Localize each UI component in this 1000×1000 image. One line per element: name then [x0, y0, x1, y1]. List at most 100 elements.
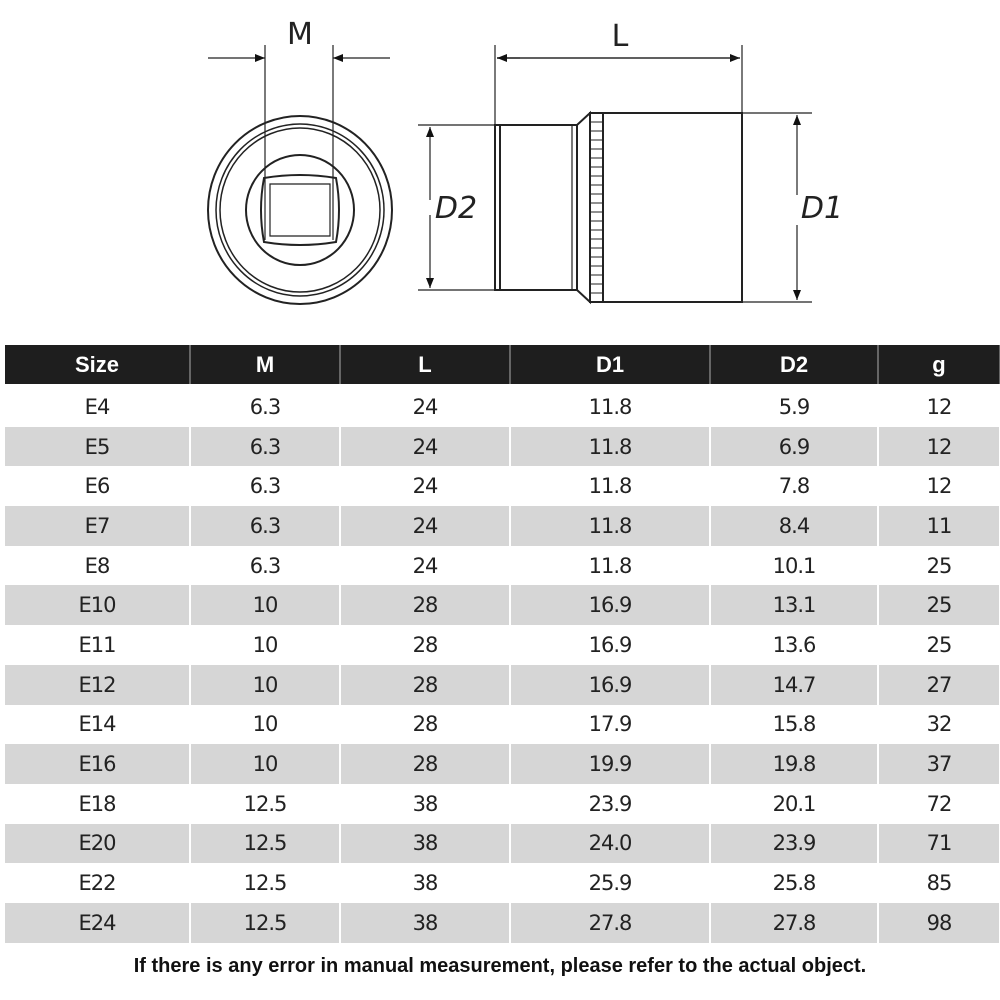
table-cell-d1: 16.9 — [510, 585, 711, 626]
table-cell-g: 25 — [878, 545, 1000, 586]
table-cell-d2: 8.4 — [710, 506, 879, 546]
column-header-d1: D1 — [510, 345, 711, 387]
table-cell-d1: 24.0 — [510, 823, 711, 864]
table-cell-g: 25 — [878, 625, 1000, 665]
table-row: E12 10 28 16.9 14.7 27 — [5, 664, 1000, 705]
size-specification-table: Size M L D1 D2 g E4 6.3 24 11.8 5.9 12 E5 6.3 24 11.8 6… — [5, 345, 1000, 943]
table-row: E18 12.5 38 23.9 20.1 72 — [5, 783, 1000, 824]
table-cell-d1: 11.8 — [510, 426, 711, 467]
table-cell-g: 27 — [878, 664, 1000, 705]
table-cell-g: 72 — [878, 783, 1000, 824]
table-cell-d2: 15.8 — [710, 704, 879, 745]
table-cell-g: 98 — [878, 902, 1000, 943]
socket-end-view — [207, 45, 393, 305]
table-cell-d2: 7.8 — [710, 466, 879, 507]
table-cell-g: 11 — [878, 506, 1000, 546]
table-cell-g: 12 — [878, 466, 1000, 507]
table-cell-d2: 5.9 — [710, 385, 879, 427]
table-cell-d2: 25.8 — [710, 863, 879, 903]
table-cell-d1: 27.8 — [510, 902, 711, 943]
table-cell-d2: 13.6 — [710, 625, 879, 665]
table-row: E16 10 28 19.9 19.8 37 — [5, 744, 1000, 784]
column-header-m: M — [190, 345, 341, 387]
dimension-label-d2: D2 — [435, 191, 477, 226]
table-cell-d2: 13.1 — [710, 585, 879, 626]
table-cell-d1: 11.8 — [510, 385, 711, 427]
table-row: E4 6.3 24 11.8 5.9 12 — [5, 385, 1000, 427]
table-cell-size: E5 — [5, 426, 191, 467]
table-cell-size: E12 — [5, 664, 191, 705]
column-header-size: Size — [5, 345, 191, 387]
table-cell-l: 28 — [340, 744, 511, 784]
table-cell-l: 28 — [340, 664, 511, 705]
table-cell-l: 24 — [340, 426, 511, 467]
table-cell-d2: 6.9 — [710, 426, 879, 467]
table-cell-g: 37 — [878, 744, 1000, 784]
table-row: E11 10 28 16.9 13.6 25 — [5, 625, 1000, 665]
table-cell-g: 12 — [878, 385, 1000, 427]
table-row: E20 12.5 38 24.0 23.9 71 — [5, 823, 1000, 864]
table-header-row: Size M L D1 D2 g — [5, 345, 1000, 387]
table-cell-size: E7 — [5, 506, 191, 546]
table-cell-m: 6.3 — [190, 545, 341, 586]
table-cell-size: E20 — [5, 823, 191, 864]
table-cell-m: 6.3 — [190, 506, 341, 546]
table-cell-l: 24 — [340, 466, 511, 507]
table-cell-d2: 19.8 — [710, 744, 879, 784]
table-cell-m: 10 — [190, 704, 341, 745]
table-cell-size: E10 — [5, 585, 191, 626]
dimension-label-d1: D1 — [801, 191, 843, 226]
socket-side-view — [418, 45, 812, 305]
table-cell-l: 24 — [340, 506, 511, 546]
table-cell-d1: 11.8 — [510, 466, 711, 507]
table-cell-m: 10 — [190, 744, 341, 784]
table-cell-d1: 19.9 — [510, 744, 711, 784]
table-cell-l: 28 — [340, 625, 511, 665]
table-cell-l: 38 — [340, 863, 511, 903]
table-cell-m: 12.5 — [190, 783, 341, 824]
table-row: E7 6.3 24 11.8 8.4 11 — [5, 506, 1000, 546]
table-cell-m: 12.5 — [190, 823, 341, 864]
table-cell-l: 38 — [340, 902, 511, 943]
table-row: E5 6.3 24 11.8 6.9 12 — [5, 426, 1000, 467]
table-cell-l: 38 — [340, 823, 511, 864]
table-cell-g: 12 — [878, 426, 1000, 467]
table-cell-m: 6.3 — [190, 466, 341, 507]
table-cell-d1: 11.8 — [510, 545, 711, 586]
table-cell-m: 10 — [190, 585, 341, 626]
table-cell-l: 28 — [340, 704, 511, 745]
table-cell-g: 32 — [878, 704, 1000, 745]
table-cell-d1: 17.9 — [510, 704, 711, 745]
table-cell-l: 38 — [340, 783, 511, 824]
table-cell-g: 71 — [878, 823, 1000, 864]
table-cell-size: E8 — [5, 545, 191, 586]
table-cell-l: 28 — [340, 585, 511, 626]
table-cell-d1: 11.8 — [510, 506, 711, 546]
column-header-d2: D2 — [710, 345, 879, 387]
table-cell-l: 24 — [340, 545, 511, 586]
column-header-g: g — [878, 345, 1000, 387]
measurement-disclaimer: If there is any error in manual measurem… — [133, 955, 867, 977]
table-cell-m: 10 — [190, 625, 341, 665]
table-cell-size: E11 — [5, 625, 191, 665]
table-cell-m: 6.3 — [190, 385, 341, 427]
table-cell-m: 10 — [190, 664, 341, 705]
table-cell-size: E16 — [5, 744, 191, 784]
table-cell-d2: 14.7 — [710, 664, 879, 705]
column-header-l: L — [340, 345, 511, 387]
table-row: E14 10 28 17.9 15.8 32 — [5, 704, 1000, 745]
table-cell-size: E18 — [5, 783, 191, 824]
table-cell-m: 12.5 — [190, 863, 341, 903]
table-cell-d1: 25.9 — [510, 863, 711, 903]
table-row: E8 6.3 24 11.8 10.1 25 — [5, 545, 1000, 586]
table-cell-d2: 10.1 — [710, 545, 879, 586]
table-cell-d1: 16.9 — [510, 664, 711, 705]
dimension-label-m: M — [287, 17, 313, 52]
table-cell-m: 6.3 — [190, 426, 341, 467]
table-cell-d2: 27.8 — [710, 902, 879, 943]
table-cell-size: E6 — [5, 466, 191, 507]
table-cell-d2: 23.9 — [710, 823, 879, 864]
table-cell-l: 24 — [340, 385, 511, 427]
dimension-label-l: L — [612, 19, 629, 54]
table-cell-d1: 23.9 — [510, 783, 711, 824]
